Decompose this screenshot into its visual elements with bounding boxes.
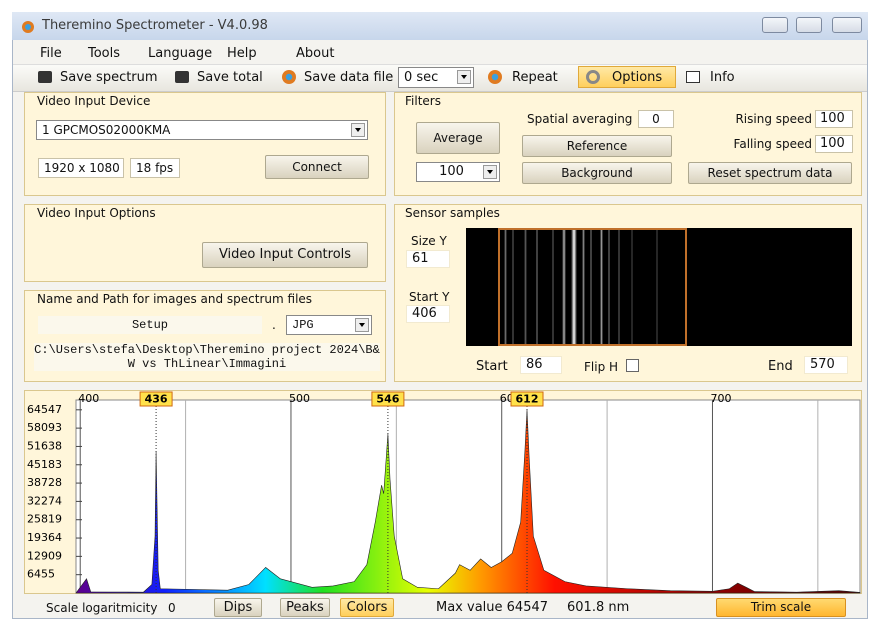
scale-label: Scale logaritmicity: [46, 601, 157, 615]
theremino-icon: [488, 70, 502, 84]
maximize-button[interactable]: [796, 17, 822, 33]
falling-speed-box[interactable]: 100: [815, 135, 853, 153]
y-tick-label: 32274: [27, 494, 62, 507]
colors-button[interactable]: Colors: [340, 598, 394, 617]
rising-speed-box[interactable]: 100: [815, 110, 853, 128]
dropdown-arrow[interactable]: [457, 70, 471, 84]
start-label: Start: [476, 359, 508, 374]
spatial-averaging-box[interactable]: 0: [638, 110, 674, 128]
repeat-button[interactable]: Repeat: [512, 70, 558, 85]
dropdown-arrow[interactable]: [355, 318, 369, 332]
flip-h-checkbox[interactable]: [626, 359, 639, 372]
x-tick-label: 500: [289, 392, 310, 405]
average-value: 100: [439, 164, 464, 179]
dropdown-arrow[interactable]: [483, 165, 497, 179]
save-total-button[interactable]: Save total: [197, 70, 263, 85]
info-button[interactable]: Info: [710, 70, 735, 85]
x-tick-label: 700: [710, 392, 731, 405]
marker-label: 436: [145, 393, 168, 406]
y-tick-label: 58093: [27, 421, 62, 434]
panel-title: Filters: [405, 94, 441, 108]
scale-value[interactable]: 0: [168, 601, 176, 615]
menu-item[interactable]: Language: [148, 46, 212, 61]
menu-item[interactable]: About: [296, 46, 334, 61]
x-tick-label: 400: [78, 392, 99, 405]
peak-text: 601.8 nm: [567, 600, 629, 615]
peaks-button[interactable]: Peaks: [280, 598, 330, 617]
resolution-box: 1920 x 1080: [38, 158, 124, 178]
info-icon: [686, 71, 700, 83]
y-tick-label: 38728: [27, 476, 62, 489]
format-dropdown[interactable]: JPG: [286, 315, 372, 335]
marker-label: 612: [516, 393, 539, 406]
dot-label: .: [272, 318, 276, 332]
size-y-box[interactable]: 61: [406, 250, 450, 268]
reset-button[interactable]: Reset spectrum data: [688, 162, 852, 184]
start-y-label: Start Y: [409, 290, 449, 304]
theremino-icon: [282, 70, 296, 84]
plot-area: [76, 400, 860, 593]
max-value-text: Max value 64547: [436, 600, 548, 615]
start-box[interactable]: 86: [520, 356, 562, 374]
panel-title: Video Input Device: [37, 94, 150, 108]
setup-box[interactable]: Setup: [38, 316, 262, 334]
delay-value: 0 sec: [404, 70, 438, 85]
trim-scale-button[interactable]: Trim scale: [716, 598, 846, 617]
end-box[interactable]: 570: [804, 356, 848, 374]
app-icon: [20, 19, 36, 35]
minimize-button[interactable]: [762, 17, 788, 33]
y-tick-label: 12909: [27, 549, 62, 562]
start-y-box[interactable]: 406: [406, 305, 450, 323]
y-tick-label: 64547: [27, 403, 62, 416]
panel-title: Name and Path for images and spectrum fi…: [37, 292, 312, 306]
y-tick-label: 25819: [27, 513, 62, 526]
falling-speed-label: Falling speed: [700, 137, 812, 151]
fps-box: 18 fps: [130, 158, 180, 178]
page: Theremino Spectrometer - V4.0.98 File To…: [0, 0, 880, 619]
reference-button[interactable]: Reference: [522, 135, 672, 157]
rising-speed-label: Rising speed: [700, 112, 812, 126]
sensor-background: [466, 228, 852, 346]
gear-icon: [586, 70, 600, 84]
delay-dropdown[interactable]: 0 sec: [398, 67, 474, 88]
close-button[interactable]: [832, 17, 862, 33]
save-spectrum-button[interactable]: Save spectrum: [60, 70, 158, 85]
camera-icon: [175, 71, 189, 83]
menu-item[interactable]: Help: [227, 46, 257, 61]
sensor-image: [466, 228, 852, 346]
format-value: JPG: [292, 318, 314, 332]
y-tick-label: 45183: [27, 458, 62, 471]
video-input-device-panel: Video Input Device: [24, 92, 386, 196]
device-value: 1 GPCMOS02000KMA: [42, 123, 170, 137]
device-dropdown[interactable]: 1 GPCMOS02000KMA: [36, 120, 368, 140]
y-tick-label: 19364: [27, 531, 62, 544]
path-text: C:\Users\stefa\Desktop\Theremino project…: [34, 343, 380, 371]
panel-title: Sensor samples: [405, 206, 500, 220]
camera-icon: [38, 71, 52, 83]
window-title: Theremino Spectrometer - V4.0.98: [42, 18, 268, 33]
connect-button[interactable]: Connect: [265, 155, 369, 179]
menu-item[interactable]: Tools: [88, 46, 120, 61]
marker-label: 546: [376, 393, 399, 406]
average-button[interactable]: Average: [416, 122, 500, 154]
dips-button[interactable]: Dips: [214, 598, 262, 617]
background-button[interactable]: Background: [522, 162, 672, 184]
y-tick-label: 6455: [27, 568, 55, 581]
menu-item[interactable]: File: [40, 46, 62, 61]
y-tick-label: 51638: [27, 439, 62, 452]
spatial-averaging-label: Spatial averaging: [527, 112, 632, 126]
average-dropdown[interactable]: 100: [416, 162, 500, 182]
end-label: End: [768, 359, 793, 374]
dropdown-arrow[interactable]: [351, 123, 365, 137]
size-y-label: Size Y: [411, 234, 447, 248]
flip-h-label: Flip H: [584, 360, 618, 374]
save-data-file-button[interactable]: Save data file: [304, 70, 393, 85]
video-input-controls-button[interactable]: Video Input Controls: [202, 242, 368, 268]
options-label: Options: [612, 70, 662, 85]
panel-title: Video Input Options: [37, 206, 156, 220]
